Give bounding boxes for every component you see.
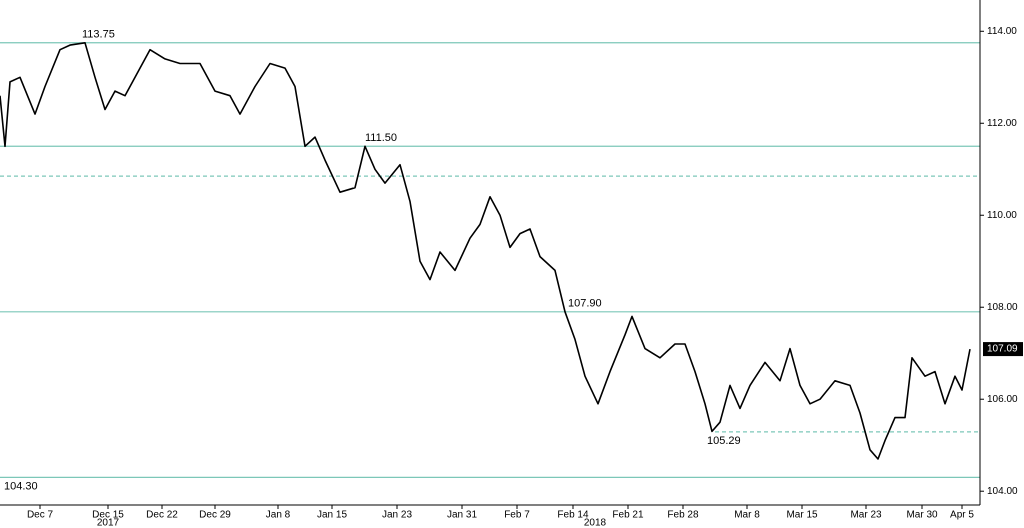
x-tick-label: Dec 7 bbox=[27, 510, 54, 521]
price-line bbox=[0, 42, 971, 460]
x-tick-label: Feb 28 bbox=[667, 510, 699, 521]
x-tick-label: Mar 15 bbox=[786, 510, 818, 521]
y-tick-label: 106.00 bbox=[987, 394, 1018, 405]
level-label: 113.75 bbox=[82, 29, 115, 41]
year-label: 2017 bbox=[97, 518, 120, 528]
level-label: 104.30 bbox=[4, 480, 38, 492]
y-tick-label: 114.00 bbox=[987, 26, 1017, 37]
last-value-box bbox=[983, 342, 1023, 357]
last-value-label: 107.09 bbox=[987, 344, 1018, 355]
x-tick-label: Jan 23 bbox=[382, 510, 412, 521]
y-tick-label: 110.00 bbox=[987, 210, 1017, 221]
x-tick-label: Jan 15 bbox=[317, 510, 347, 521]
y-tick-label: 108.00 bbox=[987, 302, 1018, 313]
x-tick-label: Dec 22 bbox=[146, 510, 178, 521]
level-label: 107.90 bbox=[568, 298, 602, 310]
x-tick-label: Mar 30 bbox=[906, 510, 938, 521]
level-label: 111.50 bbox=[365, 132, 397, 144]
x-tick-label: Apr 5 bbox=[950, 510, 974, 521]
x-tick-label: Mar 23 bbox=[850, 510, 882, 521]
level-label: 105.29 bbox=[707, 435, 741, 447]
x-tick-label: Feb 7 bbox=[504, 510, 530, 521]
x-tick-label: Jan 31 bbox=[447, 510, 477, 521]
x-tick-label: Feb 14 bbox=[557, 510, 589, 521]
x-tick-label: Mar 8 bbox=[734, 510, 760, 521]
y-tick-label: 112.00 bbox=[987, 118, 1017, 129]
x-tick-label: Dec 29 bbox=[199, 510, 231, 521]
year-label: 2018 bbox=[584, 518, 607, 528]
y-tick-label: 104.00 bbox=[987, 486, 1018, 497]
x-tick-label: Dec 15 bbox=[92, 510, 124, 521]
x-tick-label: Jan 8 bbox=[266, 510, 291, 521]
x-tick-label: Feb 21 bbox=[612, 510, 644, 521]
